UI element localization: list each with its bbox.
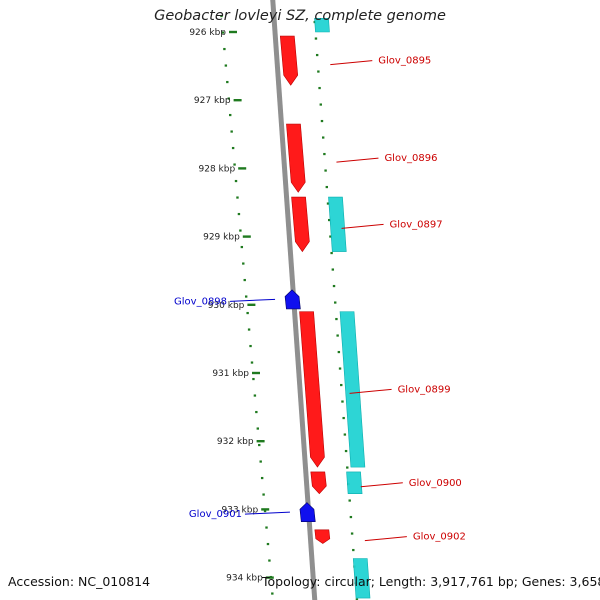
gene-callout-line xyxy=(330,60,373,66)
gene-glov-0895 xyxy=(279,35,299,86)
gene-glov-0900 xyxy=(310,471,327,495)
gene-label: Glov_0902 xyxy=(413,532,466,543)
gene-label: Glov_0898 xyxy=(174,296,227,307)
ruler-tick-label: 927 kbp xyxy=(194,96,231,106)
ruler-tick-label: 931 kbp xyxy=(212,369,249,379)
gene-label: Glov_0895 xyxy=(378,56,431,67)
ruler-tick-label: 928 kbp xyxy=(199,164,236,174)
gene-glov-0902 xyxy=(314,529,331,544)
ruler-tick-label: 926 kbp xyxy=(189,28,226,38)
gene-label: Glov_0896 xyxy=(384,153,437,164)
gene-glov-0898 xyxy=(284,289,301,310)
gene-glov-0897 xyxy=(291,196,310,253)
gene-callout-line xyxy=(336,157,379,163)
gene-glov-0899 xyxy=(299,311,325,468)
gene-callout-line xyxy=(360,482,403,488)
ruler-tick-label: 933 kbp xyxy=(222,505,259,515)
genome-summary-text: Topology: circular; Length: 3,917,761 bp… xyxy=(262,574,600,589)
gene-callout-line xyxy=(244,511,290,515)
gene-label: Glov_0900 xyxy=(409,478,462,489)
feature-bar xyxy=(352,558,371,599)
gene-label: Glov_0901 xyxy=(189,509,242,520)
gene-glov-0896 xyxy=(286,123,306,193)
ruler-tick-label: 930 kbp xyxy=(208,301,245,311)
gene-label: Glov_0897 xyxy=(390,219,443,230)
gene-glov-0901 xyxy=(299,502,316,522)
gene-callout-line xyxy=(341,223,384,229)
feature-bar xyxy=(314,18,330,33)
gene-callout-line xyxy=(349,388,392,394)
ruler-tick-label: 934 kbp xyxy=(226,574,263,584)
feature-bar xyxy=(346,471,363,495)
feature-bar xyxy=(328,196,347,252)
gene-callout-line xyxy=(230,298,276,302)
gene-callout-line xyxy=(364,536,407,542)
map-title: Geobacter lovleyi SZ, complete genome xyxy=(154,8,446,24)
accession-text: Accession: NC_010814 xyxy=(8,574,151,589)
ruler-tick-label: 929 kbp xyxy=(203,233,240,243)
feature-bar xyxy=(339,311,366,468)
gene-label: Glov_0899 xyxy=(398,384,451,395)
ruler-tick-label: 932 kbp xyxy=(217,437,254,447)
